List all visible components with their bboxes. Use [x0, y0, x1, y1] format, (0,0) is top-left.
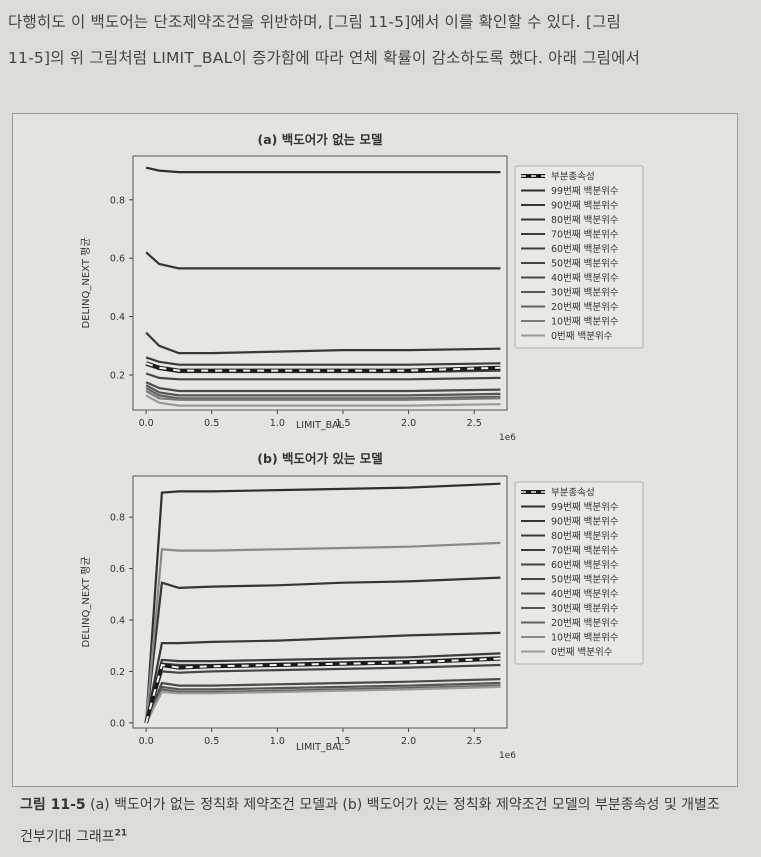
- chart-1-legend-label: 60번째 백분위수: [551, 243, 619, 255]
- chart-2-ytick-label: 0.6: [110, 564, 125, 575]
- chart-1-legend-label: 10번째 백분위수: [551, 316, 619, 328]
- chart-2-legend-box: [514, 481, 644, 665]
- chart-1-series-line-1: [145, 166, 501, 174]
- chart-2-series-line-11: [145, 685, 501, 724]
- chart-1-legend-label: 20번째 백분위수: [551, 301, 619, 313]
- chart-2-series-line-6: [145, 663, 501, 724]
- caption-footnote: 21: [114, 828, 128, 839]
- chart-2-series-line-9: [145, 684, 501, 724]
- chart-2-xtick-label: 0.5: [204, 736, 219, 747]
- chart-2-series-line-10: [145, 541, 501, 723]
- chart-2-legend-label: 10번째 백분위수: [551, 632, 619, 644]
- chart-1-legend-label: 50번째 백분위수: [551, 258, 619, 270]
- chart-2-x-offset-label: 1e6: [499, 751, 516, 761]
- chart-1-legend-label: 80번째 백분위수: [551, 214, 619, 226]
- chart-1-legend-label: 0번째 백분위수: [551, 330, 613, 342]
- intro-text-line-1: 다행히도 이 백도어는 단조제약조건을 위반하며, [그림 11-5]에서 이를…: [8, 13, 622, 31]
- chart-2-legend-label: 30번째 백분위수: [551, 603, 619, 615]
- chart-2-series-line-4: [145, 652, 501, 724]
- figure-caption-line-2: 건부기대 그래프21: [20, 826, 127, 846]
- intro-text-line-2: 11-5]의 위 그림처럼 LIMIT_BAL이 증가함에 따라 연체 확률이 …: [8, 49, 641, 67]
- chart-1-legend-label: 부분종속성: [551, 172, 595, 183]
- chart-1-xtick-label: 1.5: [335, 418, 350, 429]
- chart-1-series-line-10: [145, 390, 501, 401]
- chart-2-ylabel: DELINQ_NEXT 평균: [80, 556, 92, 647]
- chart-1-series-line-2: [145, 251, 501, 270]
- chart-1-series-line-9: [145, 387, 501, 400]
- chart-2-ytick-label: 0.0: [110, 718, 125, 729]
- chart-2-legend-label: 80번째 백분위수: [551, 530, 619, 542]
- figure-caption: 그림 11-5 (a) 백도어가 없는 정칙화 제약조건 모델과 (b) 백도어…: [20, 794, 720, 814]
- chart-1-xtick-label: 2.5: [467, 418, 482, 429]
- chart-1-xtick-label: 0.5: [204, 418, 219, 429]
- chart-1-legend-label: 99번째 백분위수: [551, 185, 619, 197]
- chart-2-legend-label: 0번째 백분위수: [551, 646, 613, 658]
- chart-2-legend-label: 60번째 백분위수: [551, 559, 619, 571]
- chart-1-x-offset-label: 1e6: [499, 433, 516, 443]
- chart-2-xtick-label: 1.5: [335, 736, 350, 747]
- chart-1-ytick-label: 0.6: [110, 254, 125, 265]
- chart-1-series-line-11: [145, 394, 501, 407]
- chart-1-series-line-7: [145, 381, 501, 393]
- chart-1-ylabel: DELINQ_NEXT 평균: [80, 237, 92, 328]
- chart-2-legend-label: 90번째 백분위수: [551, 516, 619, 528]
- chart-1-legend-label: 40번째 백분위수: [551, 272, 619, 284]
- chart-1-series-pd-dash: [145, 362, 501, 372]
- chart-1-xtick-label: 1.0: [270, 418, 285, 429]
- chart-2-ytick-label: 0.2: [110, 667, 125, 678]
- chart-2-series-line-8: [145, 681, 501, 724]
- chart-2-xlabel: LIMIT_BAL: [296, 742, 345, 753]
- chart-1-legend-box: [514, 165, 644, 349]
- chart-1-ytick-label: 0.2: [110, 370, 125, 381]
- chart-2-xtick-label: 0.0: [139, 736, 154, 747]
- chart-2-series-pd-dash: [145, 657, 501, 724]
- chart-2-title: (b) 백도어가 있는 모델: [257, 451, 382, 466]
- caption-text-line-2: 건부기대 그래프: [20, 829, 115, 845]
- chart-1-series-line-8: [145, 384, 501, 397]
- chart-1-series-line-4: [145, 356, 501, 366]
- chart-1-ytick-label: 0.8: [110, 195, 125, 206]
- chart-1-title: (a) 백도어가 없는 모델: [258, 132, 383, 147]
- figure-svg: (a) 백도어가 없는 모델 0.0 0.5 1.0 1.5 2.0 2.5 0.2 0.4 0.…: [80, 132, 644, 761]
- chart-1-xlabel: LIMIT_BAL: [296, 420, 345, 431]
- caption-text: (a) 백도어가 없는 정칙화 제약조건 모델과 (b) 백도어가 있는 정칙화…: [85, 797, 720, 813]
- chart-2-ytick-label: 0.8: [110, 513, 125, 524]
- chart-2-legend-label: 99번째 백분위수: [551, 501, 619, 513]
- chart-2-series-line-3: [145, 631, 501, 724]
- figure-frame: (a) 백도어가 없는 모델 0.0 0.5 1.0 1.5 2.0 2.5 0.2 0.4 0.…: [12, 113, 738, 787]
- chart-2-legend-label: 20번째 백분위수: [551, 617, 619, 629]
- chart-2-ytick-label: 0.4: [110, 616, 125, 627]
- chart-2-xtick-label: 2.0: [401, 736, 416, 747]
- chart-2-legend-label: 70번째 백분위수: [551, 545, 619, 557]
- chart-1-xtick-label: 0.0: [139, 418, 154, 429]
- chart-2-series-line-2: [145, 576, 501, 724]
- caption-label: 그림 11-5: [20, 797, 86, 813]
- chart-2-legend-label: 부분종속성: [551, 488, 595, 499]
- chart-1-legend-label: 70번째 백분위수: [551, 229, 619, 241]
- chart-2-legend-label: 40번째 백분위수: [551, 588, 619, 600]
- chart-1-xtick-label: 2.0: [401, 418, 416, 429]
- chart-2-xtick-label: 2.5: [467, 736, 482, 747]
- chart-1-ytick-label: 0.4: [110, 312, 125, 323]
- chart-2-series-line-1: [145, 482, 501, 723]
- chart-2-legend-label: 50번째 백분위수: [551, 574, 619, 586]
- chart-2-series-line-7: [145, 678, 501, 724]
- chart-1-legend-label: 90번째 백분위수: [551, 200, 619, 212]
- chart-2-xtick-label: 1.0: [270, 736, 285, 747]
- chart-1-series-line-3: [145, 331, 501, 355]
- chart-1-legend-label: 30번째 백분위수: [551, 287, 619, 299]
- chart-1-series-line-6: [145, 372, 501, 381]
